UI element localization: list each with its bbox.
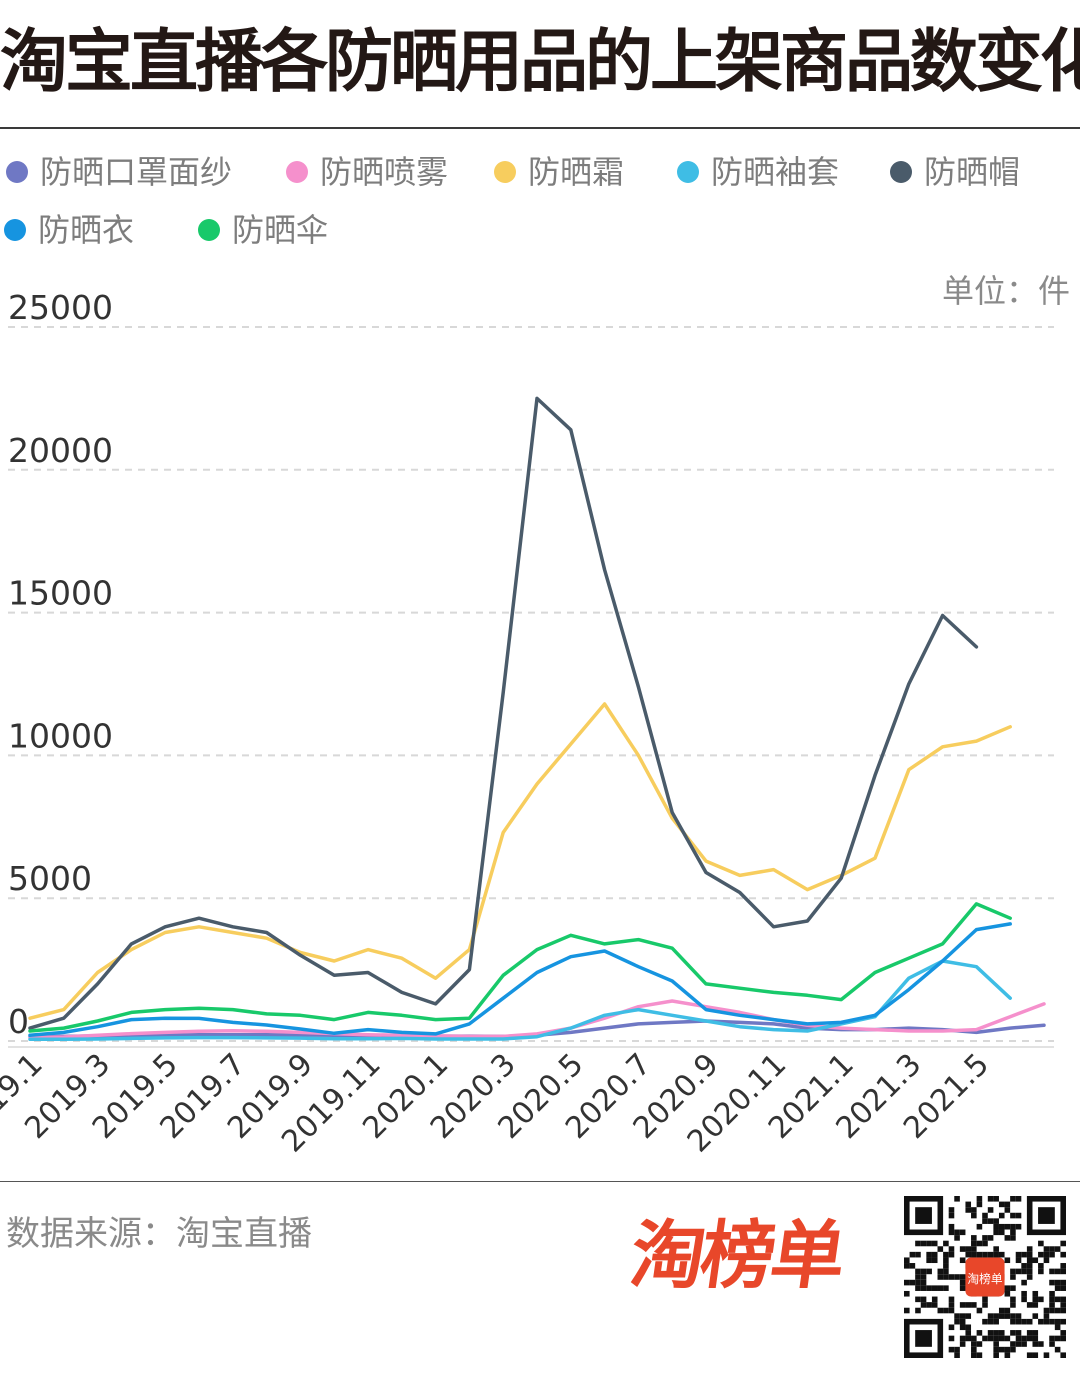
- series-line: [28, 702, 1012, 1020]
- legend-label: 防晒衣: [38, 211, 135, 249]
- y-tick-label: 5000: [8, 859, 92, 898]
- legend-marker-icon: [6, 161, 28, 183]
- legend-marker-icon: [494, 161, 516, 183]
- series-line: [28, 396, 979, 1030]
- series-line: [28, 999, 1046, 1040]
- footer-divider: [0, 1181, 1080, 1182]
- legend-marker-icon: [4, 219, 26, 241]
- series-line: [28, 922, 1012, 1038]
- series-line: [28, 902, 1012, 1033]
- y-tick-label: 25000: [8, 288, 113, 327]
- x-axis-ticks: 2019.12019.32019.52019.72019.92019.11202…: [0, 1047, 996, 1159]
- line-chart: 0 5000 10000 15000 20000 25000 2019.12019.320…: [0, 288, 1054, 1159]
- y-axis-ticks: 0 5000 10000 15000 20000 25000: [8, 288, 113, 1041]
- legend-label: 防晒伞: [232, 211, 329, 249]
- legend-marker-icon: [286, 161, 308, 183]
- grid-lines: [8, 326, 1054, 1048]
- chart-title: 淘宝直播各防晒用品的上架商品数变化: [0, 23, 1080, 102]
- series-lines: [28, 396, 1046, 1042]
- qr-code-icon: 淘榜单: [904, 1196, 1066, 1358]
- unit-label: 单位：件: [941, 272, 1070, 310]
- legend-label: 防晒袖套: [711, 153, 840, 191]
- y-tick-label: 20000: [8, 431, 113, 470]
- legend-marker-icon: [890, 161, 912, 183]
- legend-label: 防晒口罩面纱: [40, 153, 233, 191]
- legend-label: 防晒霜: [528, 153, 625, 191]
- legend-label: 防晒喷雾: [320, 153, 449, 191]
- title-divider: [0, 127, 1080, 129]
- source-note: 数据来源：淘宝直播: [6, 1214, 312, 1254]
- y-tick-label: 10000: [8, 716, 113, 755]
- legend-marker-icon: [198, 219, 220, 241]
- brand-logo: 淘榜单: [625, 1213, 848, 1299]
- qr-badge-text: 淘榜单: [967, 1272, 1002, 1286]
- legend-marker-icon: [677, 161, 699, 183]
- y-tick-label: 15000: [8, 574, 113, 613]
- y-tick-label: 0: [8, 1002, 29, 1041]
- legend-label: 防晒帽: [924, 153, 1021, 191]
